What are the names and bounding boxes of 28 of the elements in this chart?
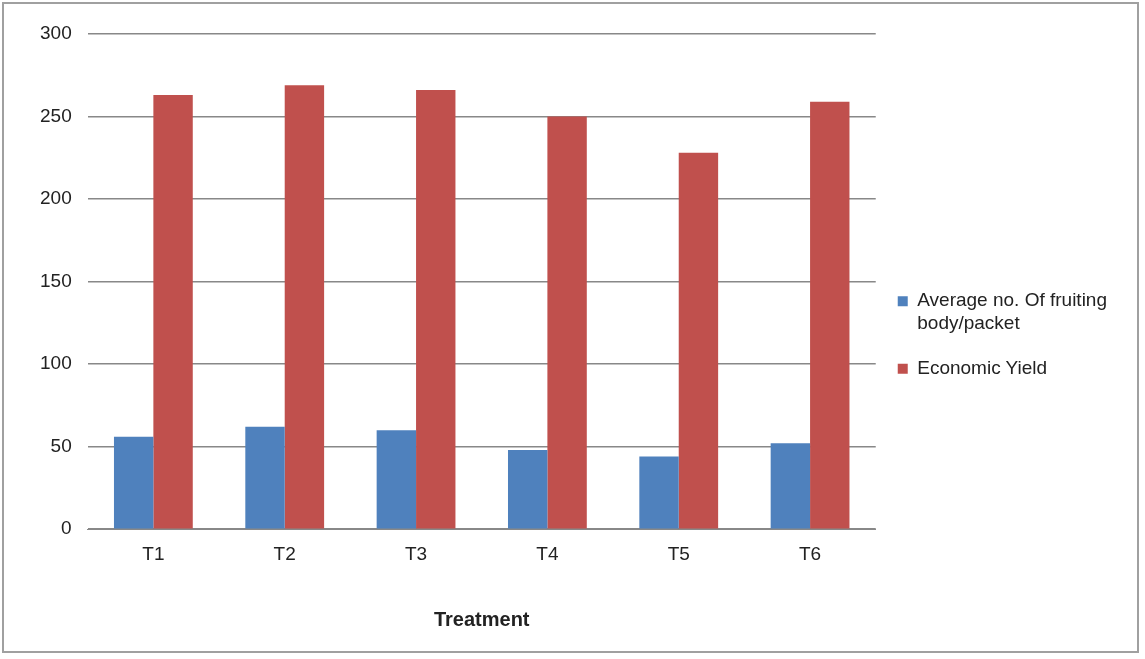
bar: [770, 443, 811, 529]
y-tick-label: 50: [50, 434, 72, 456]
bar: [416, 90, 456, 529]
y-tick-label: 200: [40, 187, 72, 209]
bar: [639, 456, 679, 529]
legend-label: Economic Yield: [917, 357, 1048, 379]
bar: [507, 449, 548, 529]
x-tick-label: T3: [404, 542, 428, 564]
bar: [547, 116, 587, 529]
x-axis-title: Treatment: [433, 607, 530, 630]
x-tick-label: T4: [536, 542, 559, 564]
x-tick-label: T1: [142, 542, 165, 564]
y-tick-label: 250: [40, 104, 72, 126]
x-tick-label: T5: [667, 542, 690, 564]
bar: [113, 436, 154, 529]
y-tick-label: 150: [40, 269, 72, 291]
x-tick-label: T2: [273, 542, 296, 564]
y-tick-label: 100: [40, 352, 72, 374]
y-tick-label: 300: [40, 22, 72, 44]
x-tick-label: T6: [798, 542, 822, 564]
bar: [678, 152, 719, 529]
bar: [153, 95, 193, 529]
bar: [376, 430, 417, 529]
legend-label: Average no. Of fruiting body/packet: [917, 289, 1108, 334]
y-tick-label: 0: [61, 517, 72, 539]
bar: [284, 85, 325, 529]
bar: [810, 101, 850, 529]
bar: [245, 426, 285, 529]
